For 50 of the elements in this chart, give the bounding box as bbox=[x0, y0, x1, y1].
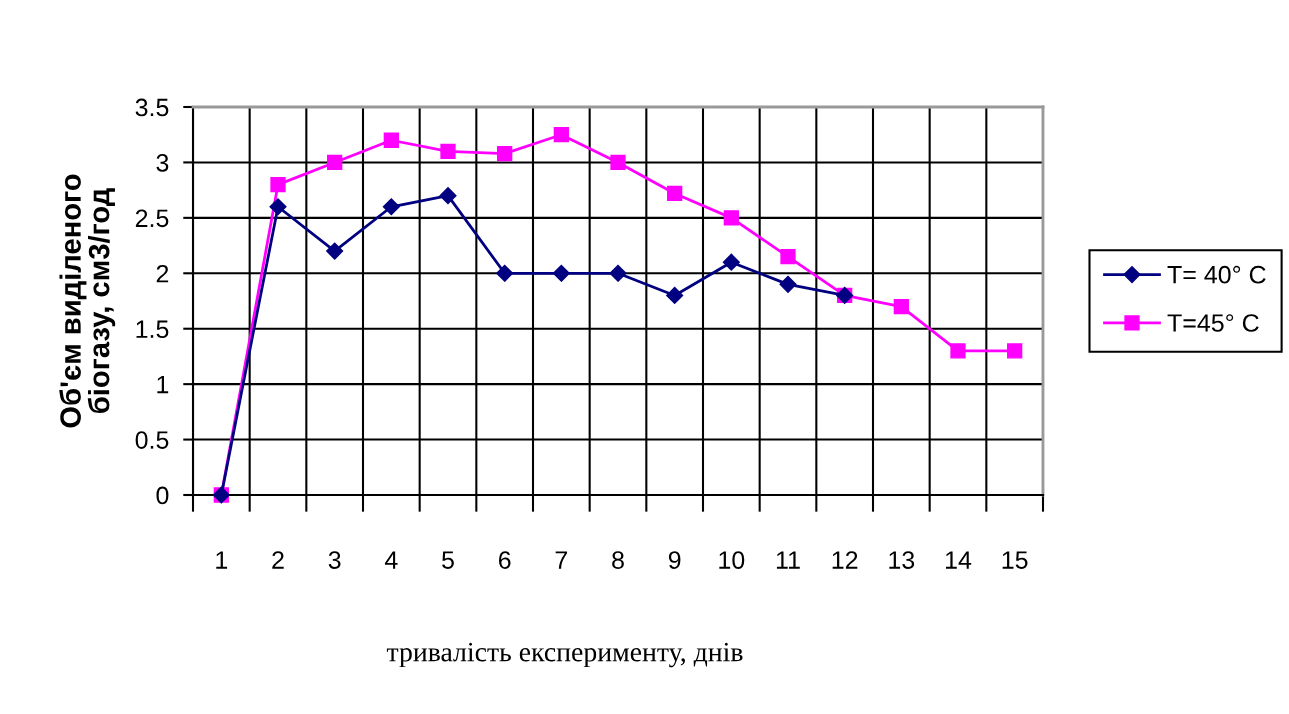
y-tick-label: 0 bbox=[156, 486, 169, 505]
x-tick-label: 14 bbox=[946, 551, 972, 569]
x-tick-label: 3 bbox=[328, 551, 341, 569]
x-tick-label: 1 bbox=[216, 551, 228, 569]
x-tick-label: 7 bbox=[555, 551, 568, 569]
x-axis-title: тривалість експерименту, днів bbox=[386, 642, 743, 668]
point bbox=[722, 253, 740, 271]
y-tick-label: 1.5 bbox=[136, 320, 169, 339]
point bbox=[326, 242, 344, 260]
x-tick-label: 6 bbox=[498, 551, 511, 569]
y-tick-label: 3.5 bbox=[135, 98, 169, 117]
y-tick-label: 2 bbox=[156, 264, 169, 283]
x-tick-label: 9 bbox=[668, 551, 681, 569]
point bbox=[666, 286, 684, 305]
x-tick-label: 4 bbox=[384, 551, 398, 569]
point bbox=[610, 154, 626, 171]
point bbox=[270, 176, 286, 193]
x-tick-label: 5 bbox=[442, 551, 454, 569]
point bbox=[440, 143, 456, 159]
point bbox=[667, 185, 683, 202]
x-tick-label: 13 bbox=[889, 551, 915, 569]
point bbox=[609, 264, 627, 282]
y-tick-label: 3 bbox=[156, 154, 169, 172]
y-tick-label: 0.5 bbox=[135, 431, 169, 449]
point bbox=[269, 198, 287, 216]
point bbox=[723, 210, 739, 226]
x-tick-label: 11 bbox=[776, 551, 800, 569]
point bbox=[439, 187, 457, 205]
point bbox=[893, 298, 909, 315]
x-tick-label: 15 bbox=[1002, 551, 1028, 569]
point bbox=[552, 264, 570, 282]
point bbox=[383, 132, 399, 148]
point bbox=[553, 127, 569, 143]
point bbox=[382, 198, 400, 216]
x-tick-label: 8 bbox=[612, 551, 624, 569]
point bbox=[497, 145, 513, 162]
point bbox=[779, 275, 797, 293]
legend-label: T=45° C bbox=[1167, 314, 1259, 332]
x-tick-label: 2 bbox=[272, 551, 284, 569]
point bbox=[496, 264, 514, 282]
y-tick-label: 1 bbox=[157, 376, 169, 394]
point bbox=[950, 343, 966, 359]
point bbox=[327, 154, 343, 171]
legend-label: T= 40° C bbox=[1167, 265, 1266, 284]
x-tick-label: 10 bbox=[719, 551, 745, 569]
y-axis-title: Об'єм виділеного біогазу, см3/год bbox=[59, 174, 116, 428]
x-tick-label: 12 bbox=[832, 551, 858, 569]
point bbox=[780, 249, 796, 265]
point bbox=[1007, 343, 1023, 359]
y-tick-label: 2.5 bbox=[135, 209, 169, 228]
